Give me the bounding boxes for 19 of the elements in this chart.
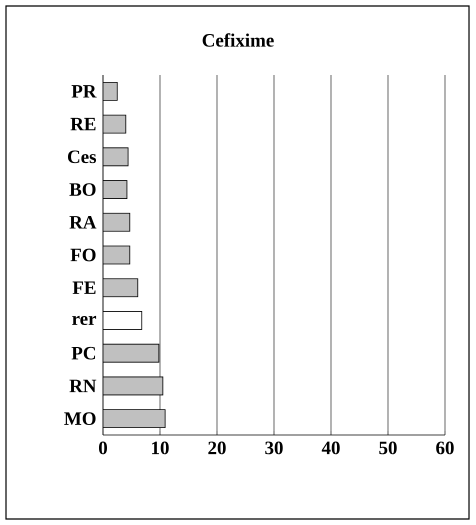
- x-tick-label: 40: [322, 442, 340, 454]
- y-tick-label: RE: [70, 118, 96, 130]
- y-tick-label: FE: [72, 282, 96, 294]
- x-tick-label: 20: [208, 442, 226, 454]
- x-tick-label: 0: [98, 442, 108, 454]
- chart-title: Cefixime: [202, 33, 274, 47]
- y-tick-label: PC: [72, 346, 96, 360]
- y-tick-label: Ces: [68, 150, 96, 164]
- x-tick-label: 10: [152, 442, 169, 454]
- y-tick-label: FO: [70, 248, 96, 262]
- y-tick-label: MO: [64, 412, 96, 426]
- y-tick-label: rer: [72, 316, 96, 326]
- y-tick-label: RA: [69, 216, 96, 229]
- x-tick-label: 30: [265, 442, 283, 454]
- x-tick-label: 60: [436, 442, 454, 454]
- x-tick-label: 50: [379, 442, 397, 454]
- y-tick-label: BO: [69, 183, 96, 196]
- y-tick-label: PR: [72, 85, 97, 98]
- y-tick-label: RN: [69, 380, 96, 392]
